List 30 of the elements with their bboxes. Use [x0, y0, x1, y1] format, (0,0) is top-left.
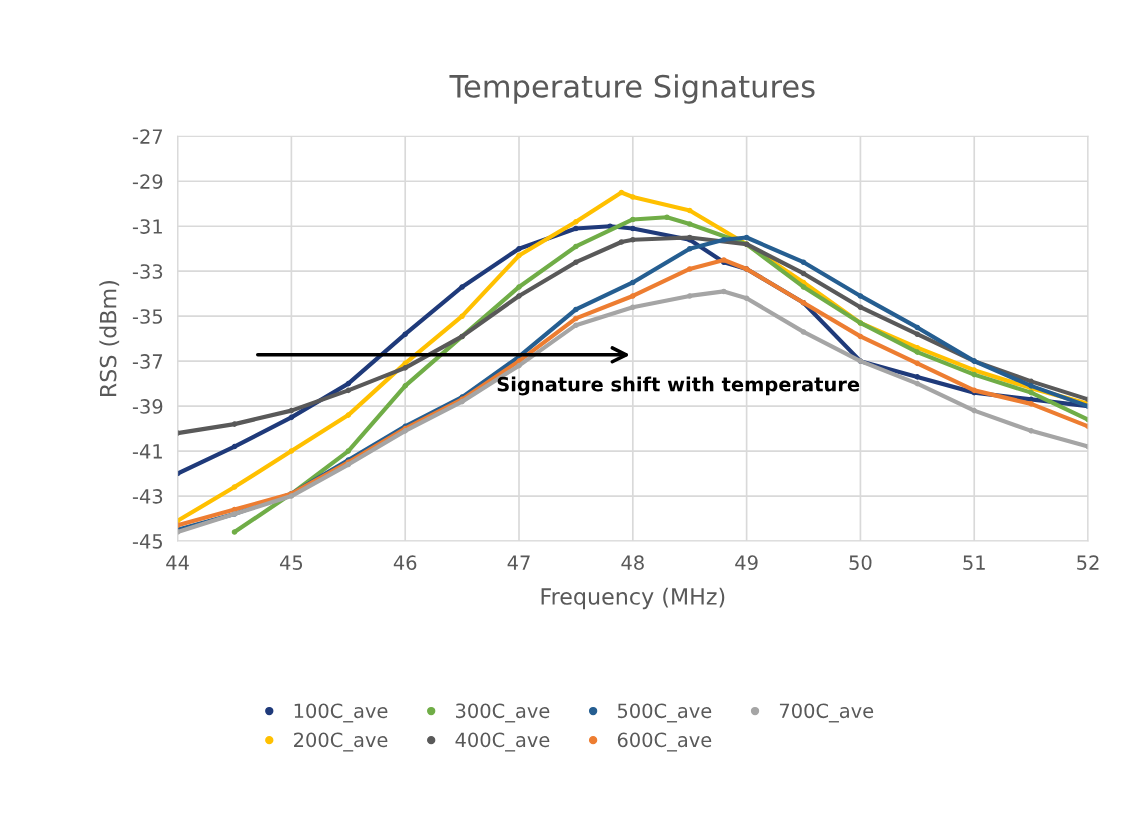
- x-tick-label: 44: [166, 555, 189, 570]
- legend-label: 700C_ave: [779, 703, 874, 723]
- x-axis-title: Frequency (MHz): [541, 587, 725, 610]
- x-tick-label: 51: [963, 555, 985, 570]
- y-tick-label: -43: [132, 489, 163, 504]
- y-tick-label: -37: [132, 354, 163, 369]
- x-tick-label: 46: [393, 555, 417, 570]
- y-tick-label: -45: [132, 534, 163, 549]
- legend-label: 300C_ave: [456, 703, 550, 723]
- legend-label: 500C_ave: [617, 703, 712, 723]
- x-tick-label: 47: [507, 555, 530, 570]
- y-tick-label: -39: [132, 399, 163, 414]
- x-tick-label: 49: [735, 555, 758, 570]
- y-tick-label: -27: [132, 129, 163, 144]
- legend-label: 100C_ave: [294, 703, 388, 723]
- x-tick-label: 48: [621, 555, 644, 570]
- x-tick-label: 45: [279, 555, 303, 570]
- x-tick-label: 50: [849, 555, 872, 570]
- y-tick-label: -41: [132, 444, 162, 459]
- y-axis-title: RSS (dBm): [99, 281, 120, 397]
- annotation: Signature shift with temperature: [497, 376, 860, 396]
- legend-label: 400C_ave: [455, 732, 550, 752]
- legend-label: 200C_ave: [294, 732, 388, 752]
- y-tick-label: -35: [132, 309, 163, 324]
- x-tick-label: 52: [1077, 555, 1099, 570]
- y-tick-label: -33: [132, 264, 163, 279]
- y-tick-label: -29: [132, 174, 163, 189]
- y-tick-label: -31: [132, 219, 162, 234]
- legend-label: 600C_ave: [617, 732, 712, 752]
- chart-title: Temperature Signatures: [449, 74, 815, 104]
